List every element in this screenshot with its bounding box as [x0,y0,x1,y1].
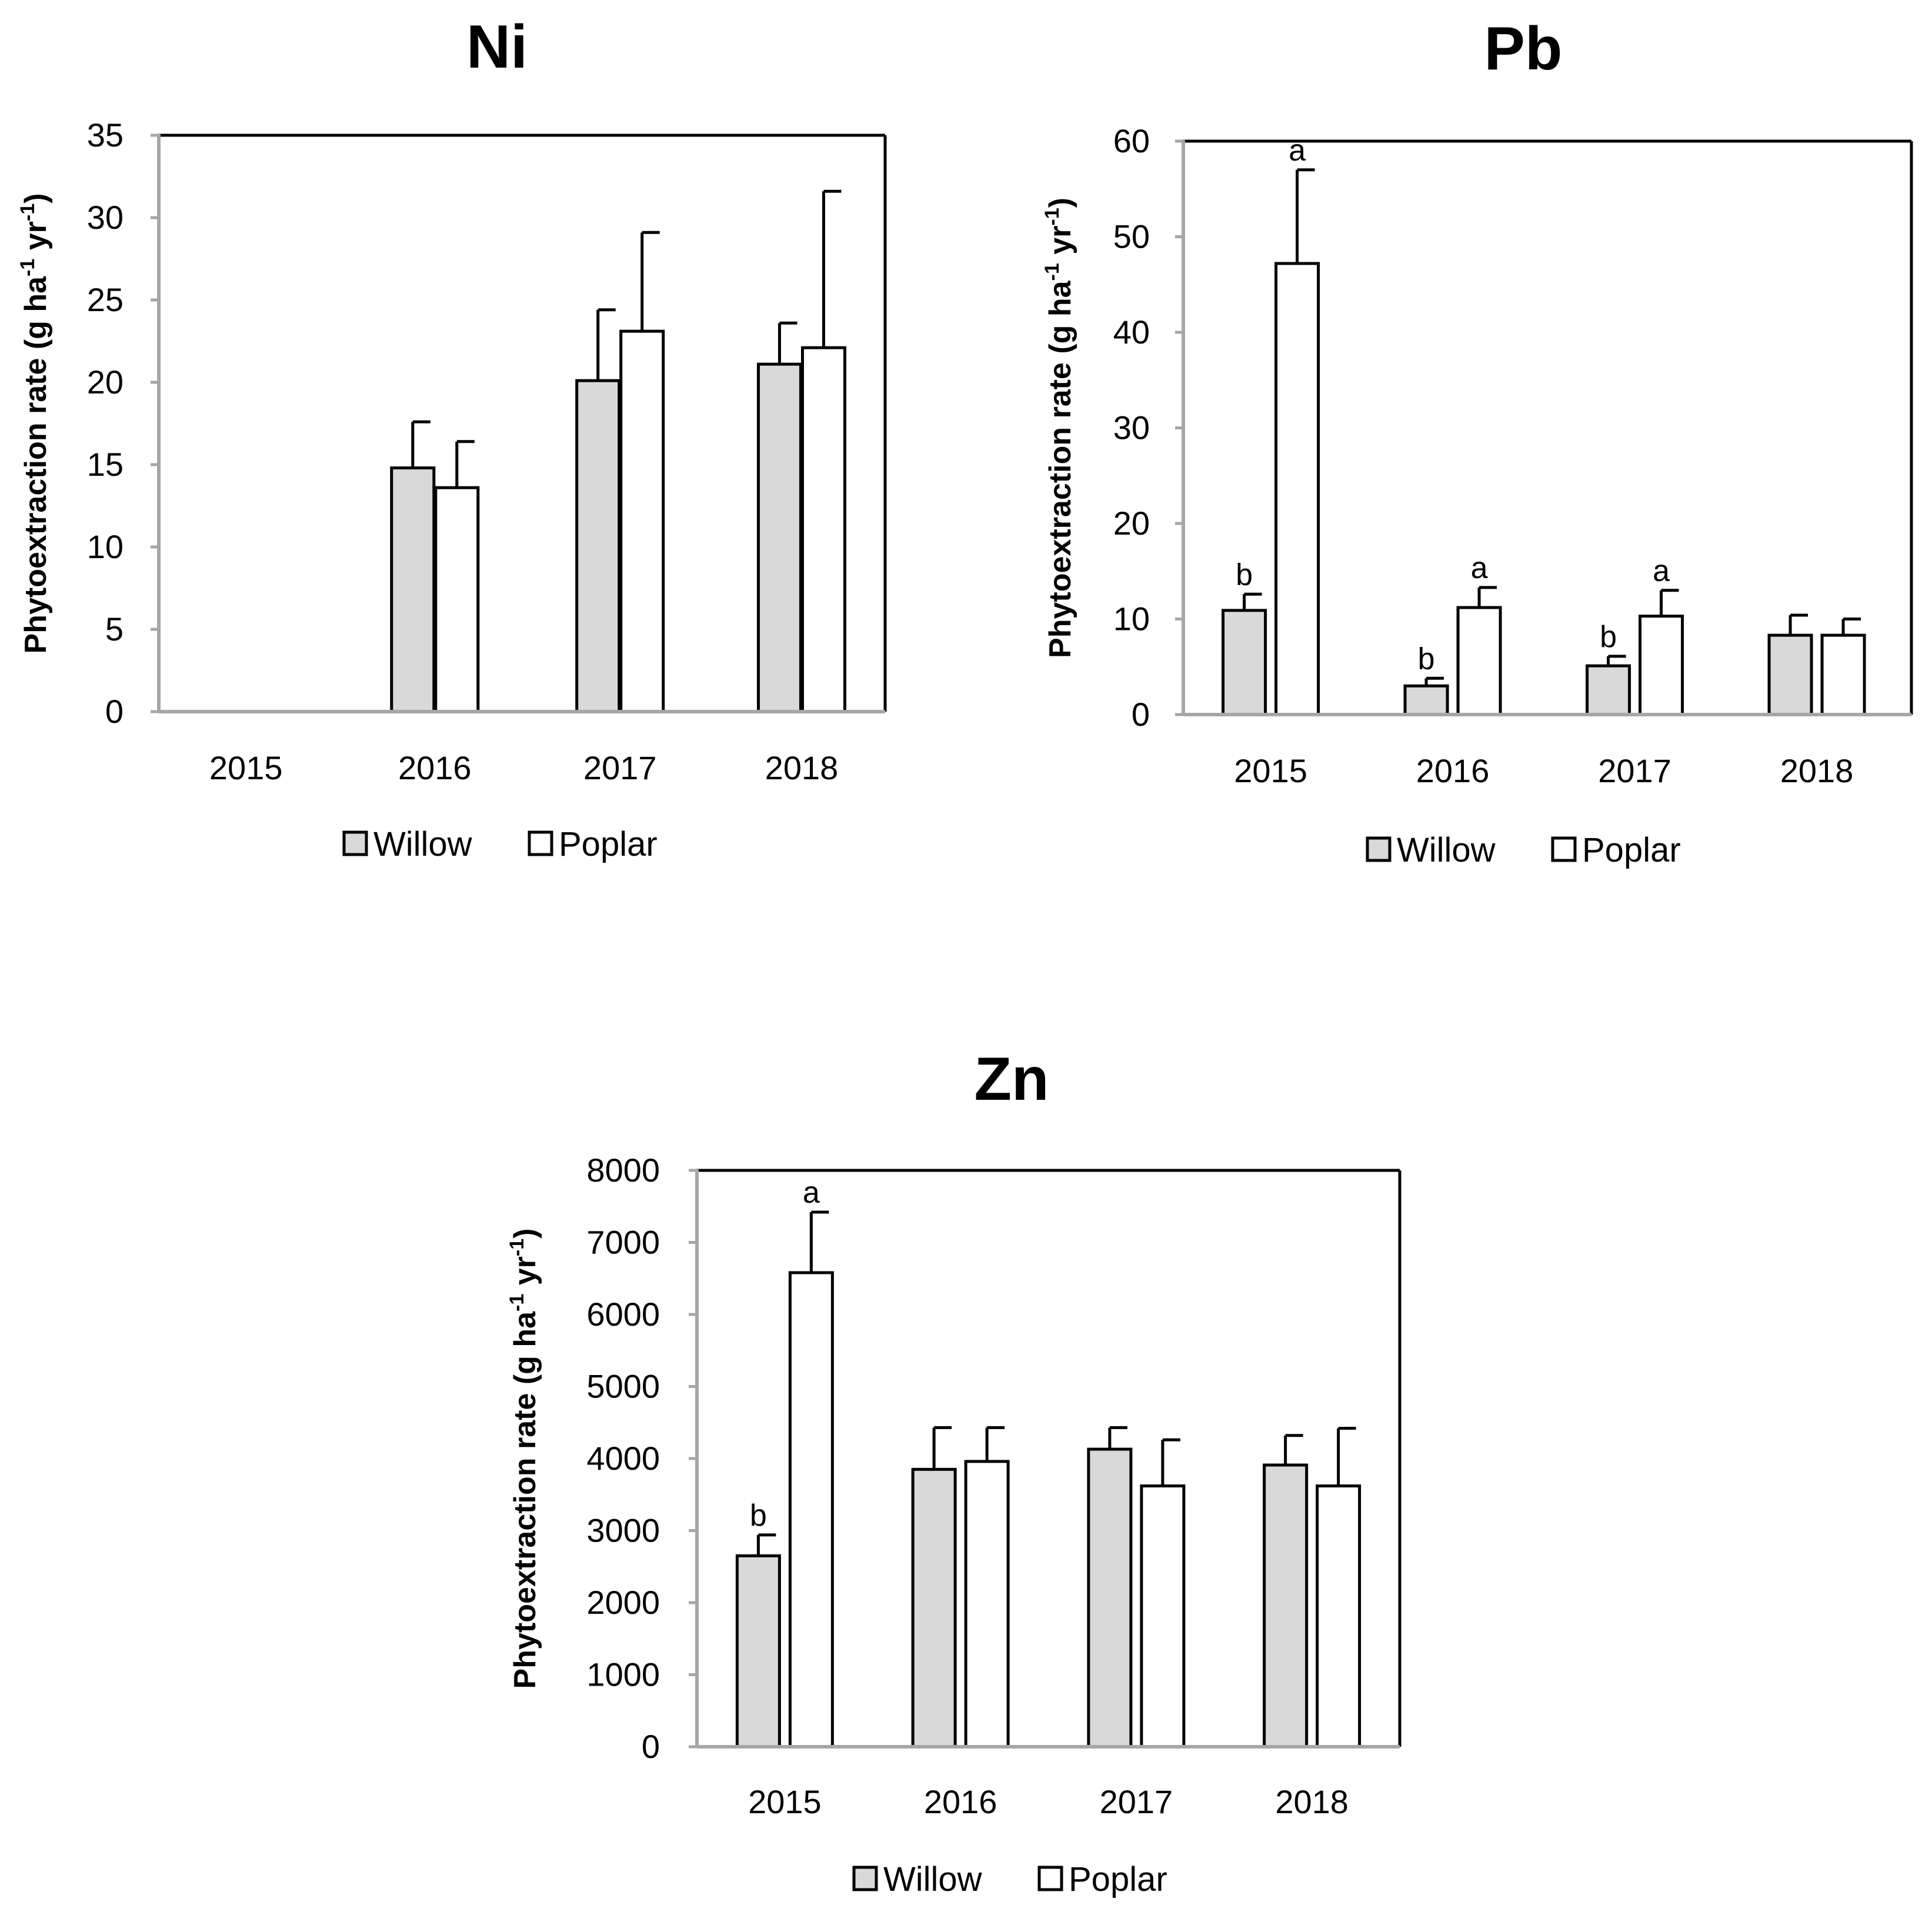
bar-willow-2018 [756,362,802,713]
chart-panel-zn: Zn b a 2015 2016 2017 2018 0 1000 2000 3000 4000 500… [506,1045,1402,1898]
x-tick-label-2015: 2015 [1234,752,1307,789]
bar-willow-2016 [1403,684,1449,716]
x-tick-label-2018: 2018 [1275,1783,1349,1820]
significance-letter-willow-2015: b [1236,558,1253,592]
x-tick-label-2018: 2018 [765,749,839,786]
y-tick-label: 2000 [586,1584,660,1621]
chart-title: Pb [1484,15,1563,83]
y-tick-label: 0 [642,1728,660,1765]
chart-panel-pb: Pb b a 2015 b a 2016 b a 2017 2018 0 10 20 30 40 50 60 Phy… [1041,15,1913,869]
y-tick-label: 10 [87,528,124,565]
bar-poplar-2018 [1316,1484,1362,1749]
bar-poplar-2015 [788,1271,834,1749]
significance-letter-willow-2015: b [750,1499,767,1533]
y-tick-label: 8000 [586,1152,660,1189]
bar-poplar-2016 [1456,606,1502,716]
y-tick-label: 1000 [586,1656,660,1693]
y-axis-label: Phytoextraction rate (g ha-1 yr-1) [16,193,53,654]
bar-poplar-2017 [1140,1484,1186,1749]
y-tick-label: 10 [1113,600,1150,638]
significance-letter-poplar-2017: a [1653,554,1670,588]
bar-poplar-2018 [1820,633,1866,716]
y-tick-label: 15 [87,446,124,483]
bar-willow-2016 [911,1467,957,1749]
y-tick-label: 5000 [586,1368,660,1405]
x-tick-label-2016: 2016 [924,1783,997,1820]
legend-label-willow: Willow [373,825,473,863]
x-tick-label-2016: 2016 [398,749,472,786]
legend-label-willow: Willow [883,1860,983,1898]
x-tick-label-2017: 2017 [1598,752,1671,789]
legend: Willow Poplar [342,825,658,863]
y-tick-label: 0 [1132,696,1150,733]
y-tick-label: 25 [87,281,124,318]
significance-letter-poplar-2015: a [1289,134,1306,168]
y-tick-label: 60 [1113,122,1150,159]
legend-swatch-willow [342,830,368,856]
y-tick-label: 35 [87,116,124,154]
chart-title: Ni [466,13,528,81]
bar-willow-2015 [1222,609,1267,716]
bar-willow-2015 [735,1554,781,1749]
y-tick-label: 20 [87,363,124,401]
y-tick-label: 30 [87,199,124,236]
bar-poplar-2018 [800,346,846,713]
legend: Willow Poplar [852,1860,1167,1898]
bar-willow-2016 [390,466,436,713]
y-tick-label: 4000 [586,1440,660,1477]
legend-swatch-poplar [1037,1866,1063,1891]
x-tick-label-2015: 2015 [209,749,283,786]
legend-swatch-willow [1366,836,1392,862]
significance-letter-poplar-2016: a [1471,551,1488,585]
legend-label-poplar: Poplar [1069,1860,1167,1898]
x-tick-label-2017: 2017 [583,749,657,786]
x-tick-label-2017: 2017 [1100,1783,1173,1820]
chart-title: Zn [974,1045,1049,1113]
y-tick-label: 50 [1113,218,1150,255]
x-tick-label-2016: 2016 [1416,752,1490,789]
legend-swatch-willow [852,1866,878,1891]
bar-willow-2017 [1087,1447,1133,1749]
bar-willow-2017 [575,379,621,713]
x-tick-label-2015: 2015 [748,1783,822,1820]
y-tick-label: 7000 [586,1224,660,1261]
bar-willow-2018 [1767,633,1813,716]
y-tick-label: 6000 [586,1296,660,1333]
significance-letter-willow-2016: b [1418,642,1435,676]
legend-label-willow: Willow [1397,831,1496,869]
y-tick-label: 40 [1113,313,1150,351]
legend-label-poplar: Poplar [559,825,658,863]
legend: Willow Poplar [1366,831,1681,869]
bar-poplar-2017 [619,329,665,713]
bar-willow-2018 [1263,1463,1309,1749]
y-axis-label: Phytoextraction rate (g ha-1 yr-1) [506,1229,542,1689]
chart-panel-ni: Ni 2015 2016 2017 2018 0 5 10 15 20 25 30 35 Phytoext… [16,13,887,863]
significance-letter-poplar-2015: a [803,1176,820,1210]
legend-swatch-poplar [1551,836,1577,862]
y-tick-label: 3000 [586,1512,660,1549]
significance-letter-willow-2017: b [1600,620,1617,654]
bar-willow-2017 [1586,664,1631,716]
y-tick-label: 20 [1113,505,1150,542]
legend-label-poplar: Poplar [1582,831,1681,869]
bar-poplar-2016 [434,486,480,713]
bar-poplar-2016 [964,1460,1010,1749]
legend-swatch-poplar [528,830,553,856]
y-tick-label: 5 [105,610,124,648]
y-tick-label: 0 [105,693,124,730]
bar-poplar-2015 [1274,262,1320,716]
y-axis-label: Phytoextraction rate (g ha-1 yr-1) [1041,198,1077,658]
bar-poplar-2017 [1639,615,1684,716]
y-tick-label: 30 [1113,409,1150,446]
x-tick-label-2018: 2018 [1780,752,1854,789]
